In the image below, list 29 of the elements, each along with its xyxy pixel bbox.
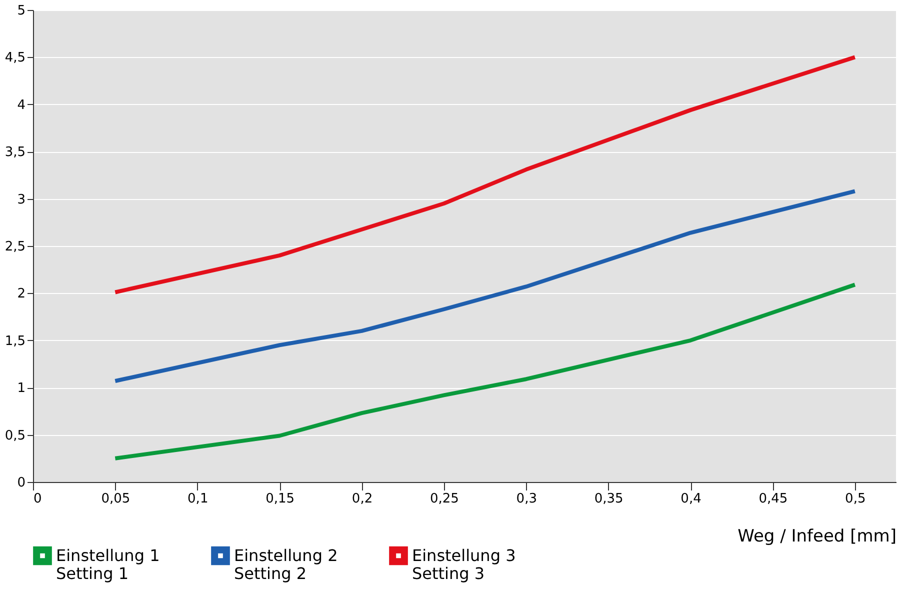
y-tick-label: 4,5 [4,50,26,66]
y-tick-label: 0,5 [4,428,26,444]
y-tick-label: 2,5 [4,240,26,254]
x-tick-label: 0,3 [516,492,537,506]
x-tick-label: 0,4 [680,492,702,506]
line-series [113,55,857,294]
y-tick-label: 4 [17,98,26,113]
x-tick-label: 0,05 [101,492,130,506]
legend-label: Einstellung 3 Setting 3 [412,546,516,583]
y-tick-label: 3 [17,192,26,208]
x-axis-title: Weg / Infeed [mm] [738,526,896,546]
legend-label: Einstellung 1 Setting 1 [56,546,160,583]
x-tick-label: 0,1 [188,492,208,506]
y-tick-label: 1 [17,381,26,396]
y-tick-label: 2 [17,286,26,302]
legend-label: Einstellung 2 Setting 2 [234,546,338,583]
x-tick-label: 0,35 [594,492,624,506]
y-tick-label: 3,5 [4,145,26,160]
line-series [113,282,857,460]
y-tick-label: 5 [17,4,26,18]
x-tick-label: 0,25 [430,492,459,506]
x-tick-label: 0,5 [845,492,866,506]
y-tick-label: 1,5 [4,334,26,349]
x-tick-label: 0,15 [266,492,295,506]
x-tick-label: 0,2 [352,492,373,506]
y-tick-label: 0 [17,476,26,490]
x-tick-label: 0 [34,492,42,506]
x-tick-label: 0,45 [758,492,788,506]
line-series [113,189,857,383]
